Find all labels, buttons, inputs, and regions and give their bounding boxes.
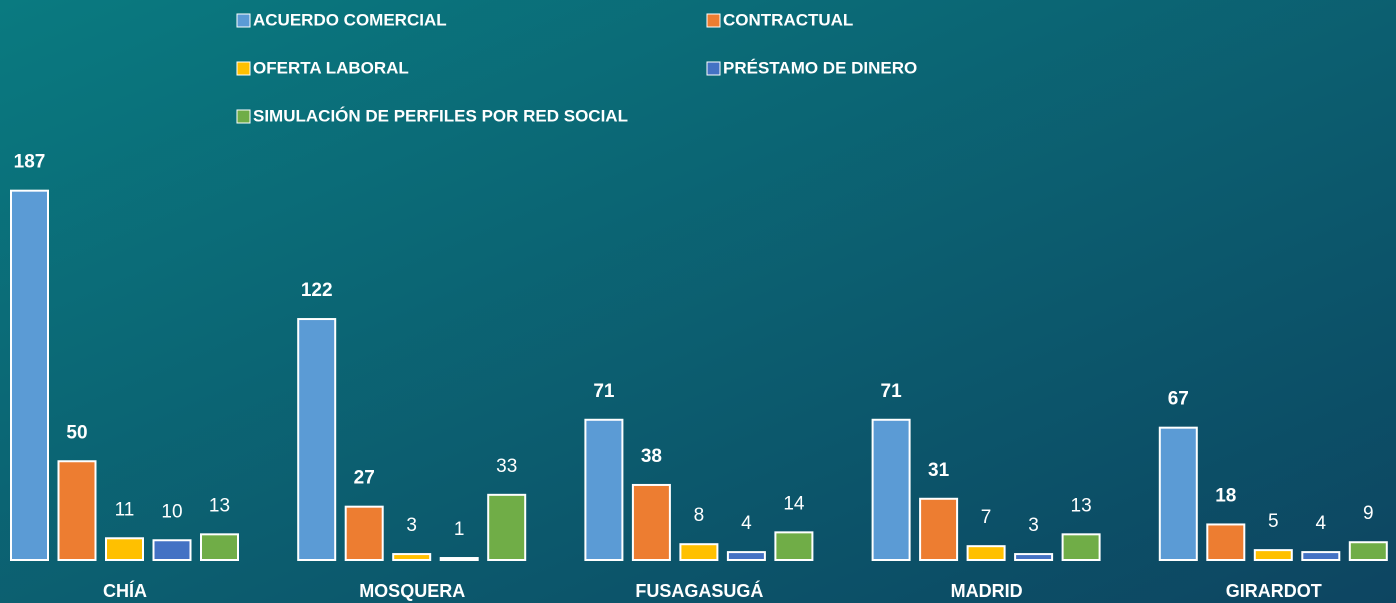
bar <box>57 460 97 561</box>
data-label: 5 <box>1268 511 1279 532</box>
data-label: 8 <box>694 505 705 526</box>
data-label: 71 <box>593 381 615 402</box>
legend-label: CONTRACTUAL <box>723 10 853 29</box>
data-label: 10 <box>161 501 182 522</box>
data-label: 27 <box>354 468 375 489</box>
data-label: 14 <box>783 493 805 514</box>
data-label: 187 <box>14 152 46 173</box>
bar <box>344 505 384 561</box>
data-label: 7 <box>981 507 992 528</box>
bar <box>1253 549 1293 561</box>
bar <box>1158 426 1198 561</box>
bar <box>487 493 527 562</box>
bar <box>966 545 1006 561</box>
data-label: 122 <box>301 280 333 301</box>
bar <box>10 189 49 562</box>
legend-swatch <box>236 109 251 124</box>
bar <box>1014 553 1054 562</box>
bar <box>105 537 144 562</box>
bar <box>679 543 719 562</box>
bar <box>152 539 192 561</box>
legend-swatch <box>706 61 721 76</box>
bar <box>1348 541 1388 561</box>
bar <box>439 557 479 562</box>
bar <box>297 318 337 561</box>
bar <box>1301 551 1341 561</box>
x-tick-label: GIRARDOT <box>1226 581 1322 601</box>
legend-swatch <box>236 13 251 28</box>
bar <box>774 531 814 561</box>
data-label: 33 <box>496 456 517 477</box>
data-label: 11 <box>115 499 135 520</box>
bar <box>919 497 959 561</box>
data-label: 13 <box>1071 495 1092 516</box>
bar <box>584 418 624 561</box>
data-label: 71 <box>881 381 903 402</box>
bar <box>726 551 766 561</box>
bar <box>1061 533 1101 562</box>
x-tick-label: MADRID <box>951 581 1023 601</box>
x-tick-label: FUSAGASUGÁ <box>635 580 763 601</box>
data-label: 4 <box>741 513 752 534</box>
data-label: 4 <box>1316 513 1327 534</box>
data-label: 3 <box>1028 515 1039 536</box>
data-label: 67 <box>1168 389 1189 410</box>
bar <box>631 483 671 562</box>
legend-swatch <box>236 61 251 76</box>
legend-label: PRÉSTAMO DE DINERO <box>723 58 917 77</box>
bar <box>200 533 239 562</box>
x-tick-label: CHÍA <box>103 580 147 601</box>
data-label: 31 <box>928 460 950 481</box>
legend-swatch <box>706 13 721 28</box>
data-label: 9 <box>1363 503 1374 524</box>
bar <box>871 418 911 561</box>
data-label: 38 <box>641 446 662 467</box>
data-label: 1 <box>454 519 465 540</box>
bar <box>1206 523 1246 562</box>
legend-label: SIMULACIÓN DE PERFILES POR RED SOCIAL <box>253 106 628 125</box>
data-label: 3 <box>406 515 417 536</box>
data-label: 18 <box>1215 485 1236 506</box>
bar <box>392 553 432 562</box>
legend-label: ACUERDO COMERCIAL <box>253 10 447 29</box>
data-label: 13 <box>209 495 230 516</box>
legend-label: OFERTA LABORAL <box>253 58 409 77</box>
data-label: 50 <box>66 422 87 443</box>
x-tick-label: MOSQUERA <box>359 581 465 601</box>
